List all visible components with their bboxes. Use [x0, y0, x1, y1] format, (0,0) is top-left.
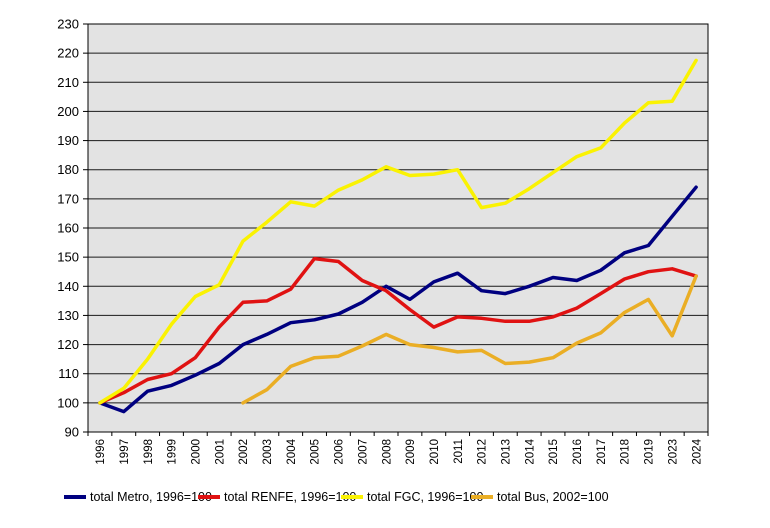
x-axis-label: 2015 — [548, 439, 560, 465]
x-axis-label: 2004 — [286, 438, 298, 464]
legend-label-renfe: total RENFE, 1996=100 — [224, 490, 357, 504]
x-axis-label: 2003 — [262, 439, 274, 465]
x-axis-label: 2002 — [238, 439, 250, 465]
y-axis-label: 200 — [57, 104, 79, 119]
x-axis-label: 2013 — [501, 439, 513, 465]
x-axis-label: 2010 — [429, 439, 441, 465]
x-axis-label: 1999 — [167, 439, 179, 465]
x-axis-label: 2008 — [381, 439, 393, 465]
series-line-2 — [98, 58, 698, 405]
series-line-0 — [98, 185, 698, 414]
chart-legend: total Metro, 1996=100 total RENFE, 1996=… — [0, 489, 770, 511]
x-axis-label: 1997 — [119, 439, 131, 465]
x-axis-label: 2005 — [310, 439, 322, 465]
x-axis-label: 2018 — [620, 439, 632, 465]
x-axis-label: 2024 — [691, 438, 703, 464]
y-axis-label: 170 — [57, 191, 79, 206]
x-axis-label: 2009 — [405, 439, 417, 465]
y-axis-label: 220 — [57, 46, 79, 61]
y-axis-label: 110 — [58, 366, 79, 381]
y-axis-label: 140 — [57, 279, 79, 294]
x-axis-label: 2006 — [334, 439, 346, 465]
renfe-line-swatch — [198, 495, 220, 499]
y-axis-label: 150 — [57, 250, 79, 265]
x-axis-label: 1996 — [95, 439, 107, 465]
y-axis-label: 180 — [57, 162, 79, 177]
bus-line-swatch — [471, 495, 493, 499]
x-axis-label: 2000 — [191, 439, 203, 465]
y-axis-label: 230 — [57, 17, 79, 32]
x-axis-label: 2023 — [667, 439, 679, 465]
legend-item-fgc: total FGC, 1996=100 — [341, 489, 483, 505]
line-chart: 90 100 110 120 130 140 150 160 170 180 190 200 210 22… — [57, 17, 709, 465]
legend-item-metro: total Metro, 1996=100 — [64, 489, 212, 505]
y-axis-label: 190 — [57, 133, 79, 148]
legend-label-fgc: total FGC, 1996=100 — [367, 490, 484, 504]
series-line-3 — [241, 274, 698, 405]
legend-item-bus: total Bus, 2002=100 — [471, 489, 609, 505]
fgc-line-swatch — [341, 495, 363, 499]
x-axis-label: 2007 — [357, 439, 369, 465]
series-line-1 — [98, 256, 698, 405]
metro-line-swatch — [64, 495, 86, 499]
x-axis-label: 2016 — [572, 439, 584, 465]
x-axis-label: 1998 — [143, 439, 155, 465]
x-axis-label: 2017 — [596, 439, 608, 465]
x-axis-label: 2014 — [524, 438, 536, 464]
legend-label-metro: total Metro, 1996=100 — [90, 490, 212, 504]
y-axis-label: 130 — [57, 308, 79, 323]
x-axis-label: 2019 — [644, 439, 656, 465]
x-axis-label: 2012 — [477, 439, 489, 465]
legend-label-bus: total Bus, 2002=100 — [497, 490, 609, 504]
y-axis-label: 100 — [57, 395, 79, 410]
y-axis-label: 210 — [57, 75, 79, 90]
x-axis-label: 2011 — [453, 439, 465, 464]
y-axis-label: 90 — [65, 425, 79, 440]
legend-item-renfe: total RENFE, 1996=100 — [198, 489, 356, 505]
x-axis-label: 2001 — [214, 439, 226, 465]
y-axis-label: 160 — [57, 221, 79, 236]
y-axis-label: 120 — [57, 337, 79, 352]
